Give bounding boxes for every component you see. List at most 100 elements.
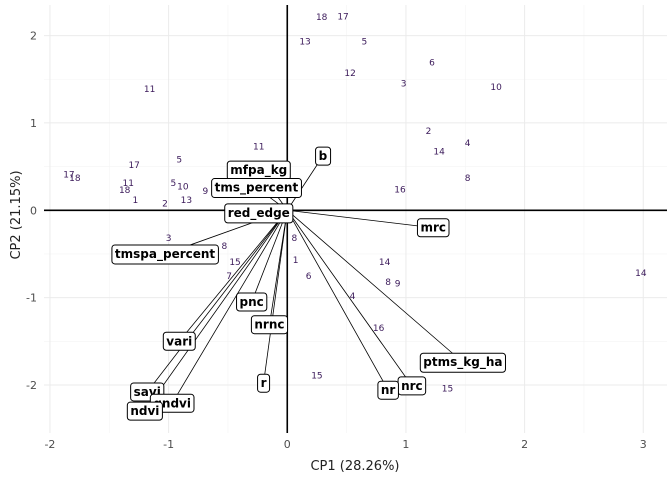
vector-label-box (211, 178, 302, 199)
x-axis-title: CP1 (28.26%) (310, 459, 399, 474)
loading-vector-label: nrnc (250, 315, 289, 335)
loading-vector-line (251, 210, 288, 303)
x-tick-label: 2 (521, 438, 528, 451)
observation-label: 17 (337, 12, 348, 22)
observation-label: 9 (203, 187, 209, 197)
vector-label-box (416, 218, 450, 238)
loading-vector-line (178, 210, 288, 342)
x-tick-label: 0 (284, 438, 291, 451)
observation-label: 8 (222, 242, 228, 252)
observation-label: 10 (490, 83, 502, 93)
loading-vector-label: b (315, 146, 332, 166)
observation-label: 17 (63, 170, 74, 180)
observation-label: 13 (181, 196, 192, 206)
x-axis-tick-labels: -2 -1 0 1 2 3 (44, 438, 646, 451)
y-axis-tick-labels: -2 -1 0 1 2 (26, 30, 37, 392)
y-axis-title: CP2 (21.15%) (9, 170, 24, 259)
y-tick-label: 2 (30, 30, 37, 43)
observation-label: 6 (429, 59, 435, 69)
vector-label-text: red_edge (228, 206, 290, 221)
observation-label: 3 (401, 80, 407, 90)
loading-vector-label: tms_percent (211, 178, 302, 199)
loading-vector-label: r (257, 373, 271, 393)
observation-label: 11 (253, 143, 264, 153)
observation-label: 4 (350, 292, 356, 302)
vector-label-text: vari (166, 334, 192, 348)
observation-label: 8 (385, 278, 391, 288)
observation-label: 1 (293, 256, 299, 266)
observation-label: 7 (226, 272, 232, 282)
observation-label: 15 (311, 371, 322, 381)
y-tick-label: 1 (30, 117, 37, 130)
observation-label: 11 (123, 179, 134, 189)
observation-label: 5 (362, 38, 368, 48)
vector-label-text: nrnc (254, 318, 284, 332)
observation-label: 4 (465, 139, 471, 149)
loading-vector-line (146, 210, 288, 393)
observation-label: 14 (379, 258, 391, 268)
observation-label: 5 (176, 156, 182, 166)
observation-label: 17 (128, 161, 139, 171)
loading-vector-line (263, 210, 288, 384)
observation-label: 8 (292, 234, 298, 244)
vector-label-box (224, 203, 294, 224)
observation-label: 10 (177, 183, 189, 193)
vector-label-box (236, 292, 268, 312)
vector-label-box (315, 146, 332, 166)
x-tick-label: -1 (163, 438, 174, 451)
y-tick-label: 0 (30, 204, 37, 217)
vector-label-box (419, 352, 506, 373)
loading-vector-line (286, 210, 389, 391)
vector-label-box (250, 315, 289, 335)
observation-label: 9 (395, 280, 401, 290)
loading-vector-label: tmspa_percent (111, 244, 219, 265)
loading-vector-line (286, 210, 413, 387)
x-tick-label: 3 (640, 438, 647, 451)
vector-label-box (257, 373, 271, 393)
loading-vector-line (171, 210, 288, 404)
loading-vector-label: ndvi (126, 401, 163, 421)
loading-vector-label: pnc (236, 292, 268, 312)
loading-vector-line (287, 209, 464, 363)
vector-label-text: mfpa_kg (230, 163, 287, 178)
loading-vector-label: mrc (416, 218, 450, 238)
vector-label-text: mrc (420, 221, 446, 235)
vector-label-text: ndvi (130, 404, 159, 418)
vector-label-text: b (319, 149, 328, 163)
observation-label: 15 (442, 384, 453, 394)
observation-label: 8 (465, 174, 471, 184)
observation-label: 14 (635, 269, 647, 279)
loading-vector-label: red_edge (224, 203, 294, 224)
vector-label-box (377, 380, 399, 400)
observation-label: 13 (299, 38, 310, 48)
observation-label: 12 (344, 69, 355, 79)
observation-label: 16 (373, 324, 385, 334)
vector-label-box (126, 401, 163, 421)
vector-label-box (162, 331, 196, 351)
observation-label: 2 (162, 199, 168, 209)
y-tick-label: -1 (26, 292, 37, 305)
observation-label: 1 (133, 196, 139, 206)
observation-label: 18 (316, 13, 328, 23)
loading-vector-label: nrc (397, 376, 427, 396)
observation-label: 16 (394, 185, 406, 195)
vector-label-text: r (261, 376, 267, 390)
loading-vector-line (287, 209, 434, 229)
loading-vector-label: vari (162, 331, 196, 351)
observation-label: 6 (306, 272, 312, 282)
y-tick-label: -2 (26, 379, 37, 392)
x-tick-label: -2 (44, 438, 55, 451)
observation-label: 15 (229, 258, 240, 268)
vector-label-text: tms_percent (215, 181, 299, 196)
loading-vector-line (144, 210, 288, 412)
vector-label-text: tmspa_percent (115, 247, 216, 262)
observation-label: 3 (166, 234, 172, 244)
observation-label: 18 (69, 174, 81, 184)
x-tick-label: 1 (402, 438, 409, 451)
loading-vector-label: mfpa_kg (226, 160, 291, 181)
vector-label-text: nrc (401, 379, 423, 393)
